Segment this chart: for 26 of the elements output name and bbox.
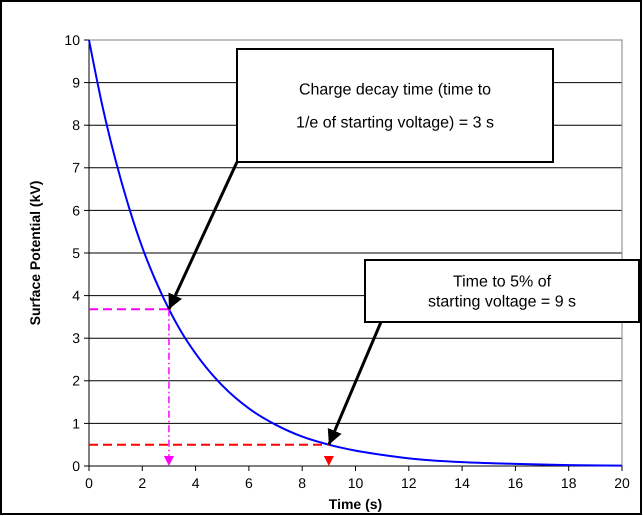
y-tick-label: 7 [72,160,80,176]
y-tick-label: 2 [72,372,80,389]
y-tick-label: 8 [72,117,80,134]
x-tick-label: 4 [192,475,200,491]
x-axis-title: Time (s) [328,496,382,512]
x-tick-label: 16 [508,475,524,491]
y-tick-label: 4 [72,288,80,304]
y-tick-label: 5 [72,244,80,261]
x-tick-label: 14 [454,475,470,491]
annotation: Charge decay time (time to 1/e of starting voltage) = 3 s [296,82,494,132]
y-tick-label: 1 [72,415,80,432]
x-tick-label: 6 [245,475,253,491]
y-axis-title: Surface Potential (kV) [27,180,43,326]
annotation: Time to 5% of starting voltage = 9 s [428,274,576,311]
x-tick-label: 8 [298,475,306,491]
y-tick-label: 6 [72,202,80,218]
y-tick-label: 3 [72,330,80,346]
x-tick-label: 12 [401,475,417,491]
x-tick-label: 10 [348,475,364,491]
y-tick-label: 0 [72,458,80,474]
y-tick-label: 9 [72,74,80,90]
x-tick-label: 2 [138,475,146,491]
y-tick-label: 10 [64,32,80,48]
x-tick-label: 18 [560,475,577,491]
x-tick-label: 0 [85,475,94,491]
x-tick-label: 20 [614,475,630,491]
